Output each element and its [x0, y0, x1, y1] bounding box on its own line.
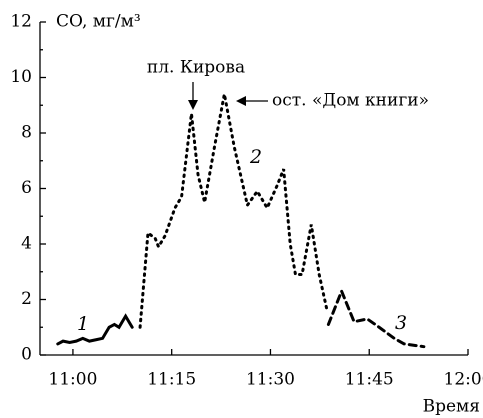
y-tick-label: 10 [10, 67, 32, 87]
data-line [56, 313, 134, 346]
annotation-arrowhead [236, 96, 246, 106]
y-tick-label: 8 [21, 123, 32, 143]
y-axis-label: CO, мг/м³ [56, 12, 141, 32]
series-label: 2 [249, 146, 262, 168]
x-tick-label: 11:15 [147, 370, 196, 390]
x-tick-label: 11:45 [345, 370, 394, 390]
x-axis-label: Время [423, 397, 480, 417]
annotation: пл. Кирова [147, 58, 245, 78]
y-tick-label: 2 [21, 289, 32, 309]
y-tick-label: 6 [21, 178, 32, 198]
annotation-arrowhead [188, 100, 198, 110]
data-line [326, 287, 426, 349]
x-tick-label: 12:00 [444, 370, 483, 390]
y-tick-label: 12 [10, 12, 32, 32]
series-label: 1 [77, 313, 89, 335]
y-tick-label: 4 [21, 234, 32, 254]
series-label: 3 [395, 312, 407, 334]
data-line [138, 93, 329, 329]
y-tick-label: 0 [21, 345, 32, 365]
x-tick-label: 11:00 [48, 370, 97, 390]
annotation: ост. «Дом книги» [272, 91, 429, 111]
x-tick-label: 11:30 [246, 370, 295, 390]
